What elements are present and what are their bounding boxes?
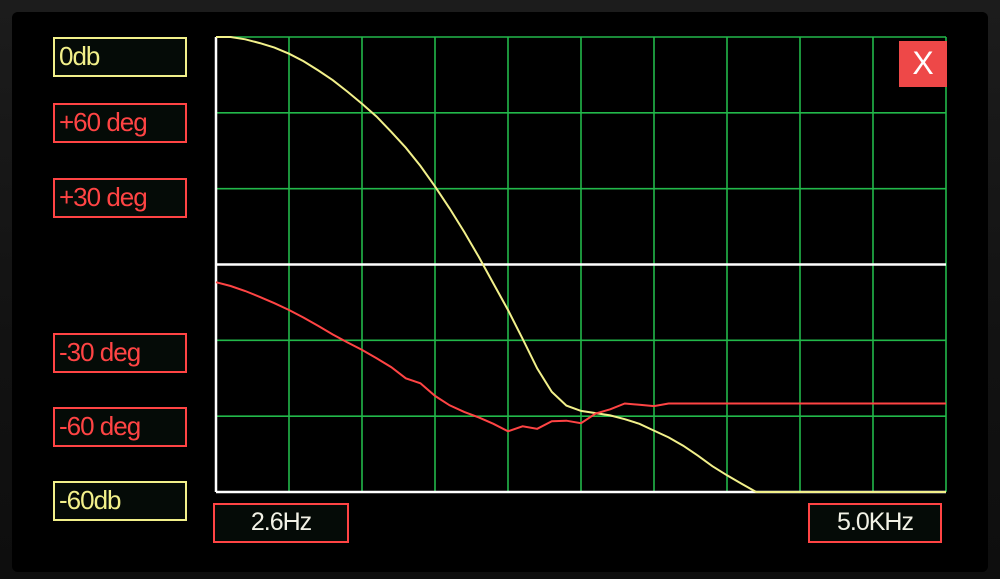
phase-plus-60-label: +60 deg	[53, 103, 187, 143]
end-frequency-label: 5.0KHz	[808, 503, 942, 543]
phase-minus-30-label: -30 deg	[53, 333, 187, 373]
phase-minus-60-label: -60 deg	[53, 407, 187, 447]
magnitude-bottom-label: -60db	[53, 481, 187, 521]
start-frequency-label: 2.6Hz	[213, 503, 349, 543]
phase-plus-30-label: +30 deg	[53, 178, 187, 218]
magnitude-top-label: 0db	[53, 37, 187, 77]
close-button[interactable]: X	[899, 41, 947, 87]
